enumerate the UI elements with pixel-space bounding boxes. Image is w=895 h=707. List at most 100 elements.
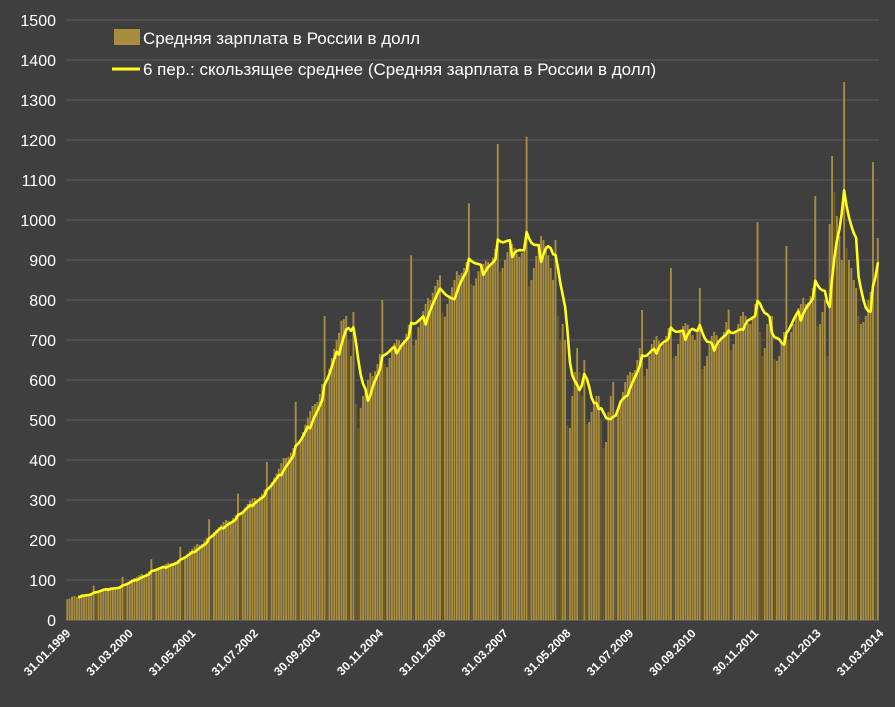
bar <box>244 507 247 620</box>
bar <box>369 372 372 620</box>
bar <box>424 304 427 620</box>
x-tick-label: 31.01.2013 <box>771 626 824 679</box>
bar <box>679 332 682 620</box>
y-tick-label: 300 <box>29 493 56 510</box>
bar <box>405 333 408 620</box>
bar <box>265 462 268 620</box>
bar <box>544 246 547 620</box>
bar <box>402 340 405 620</box>
bar <box>292 448 295 620</box>
bar <box>785 246 788 620</box>
y-tick-label: 800 <box>29 293 56 310</box>
bar <box>131 579 134 620</box>
bar <box>268 486 271 620</box>
bar <box>578 372 581 620</box>
bar <box>869 292 872 620</box>
bar <box>833 192 836 620</box>
bar <box>749 324 752 620</box>
x-tick-label: 31.07.2002 <box>209 626 262 679</box>
bar <box>867 300 870 620</box>
bar <box>335 340 338 620</box>
bar <box>198 544 201 620</box>
bar <box>682 326 684 620</box>
bar <box>121 576 124 620</box>
bar <box>643 376 646 620</box>
bar <box>672 358 675 620</box>
bar <box>751 316 754 620</box>
bar <box>436 280 439 620</box>
bar <box>460 272 463 620</box>
bar <box>556 316 559 620</box>
bar <box>778 356 781 620</box>
bar <box>674 356 677 620</box>
bar <box>191 548 194 620</box>
bar <box>561 324 564 620</box>
bar <box>220 524 223 620</box>
bar <box>87 594 90 620</box>
bar <box>160 567 162 620</box>
bar <box>297 444 300 620</box>
bar <box>513 248 516 620</box>
bar <box>631 372 634 620</box>
bar <box>520 252 523 621</box>
bar <box>263 489 266 620</box>
bar <box>323 316 326 620</box>
bar <box>138 575 141 620</box>
bar <box>862 322 865 620</box>
bar <box>446 304 449 620</box>
bar <box>66 599 69 620</box>
bar <box>727 309 730 620</box>
bar <box>617 410 619 620</box>
bar <box>333 348 336 620</box>
bar <box>491 257 494 620</box>
bar <box>393 343 396 620</box>
bar <box>463 268 466 620</box>
y-tick-label: 100 <box>29 573 56 590</box>
bar <box>229 522 232 620</box>
bar <box>484 260 487 620</box>
bar <box>568 428 571 620</box>
bar <box>239 514 242 620</box>
bar <box>720 340 723 620</box>
bar <box>306 417 309 620</box>
bar <box>412 344 415 620</box>
bar <box>261 493 263 620</box>
x-tick-label: 30.09.2003 <box>271 626 324 679</box>
bar <box>374 371 377 620</box>
bar <box>167 562 170 620</box>
bar <box>359 408 362 620</box>
bar <box>698 288 701 620</box>
bar <box>289 452 292 620</box>
bar <box>114 588 117 620</box>
bar <box>181 556 184 620</box>
bar <box>123 583 126 620</box>
bar <box>318 394 321 620</box>
bar <box>734 332 737 620</box>
bar <box>809 296 812 620</box>
legend-bar-swatch <box>114 29 140 45</box>
moving-average-line <box>77 189 880 599</box>
y-tick-label: 1000 <box>20 213 56 230</box>
bar <box>737 324 740 620</box>
bar <box>431 292 434 620</box>
bar <box>342 319 345 620</box>
bar <box>696 330 699 620</box>
bar <box>80 594 83 620</box>
bar <box>107 588 110 620</box>
bar <box>381 300 384 620</box>
moving-average-layer <box>77 189 880 599</box>
bar <box>860 324 862 620</box>
bar <box>383 364 386 620</box>
bar <box>119 585 122 620</box>
bar <box>549 268 552 620</box>
bar <box>148 571 150 620</box>
bar <box>530 280 533 620</box>
bar <box>136 576 138 620</box>
bar <box>90 593 93 620</box>
bar <box>429 300 432 620</box>
bar <box>605 442 607 620</box>
bars-layer <box>66 82 879 621</box>
bar <box>665 336 668 620</box>
bar <box>465 262 468 620</box>
bar <box>648 356 651 620</box>
